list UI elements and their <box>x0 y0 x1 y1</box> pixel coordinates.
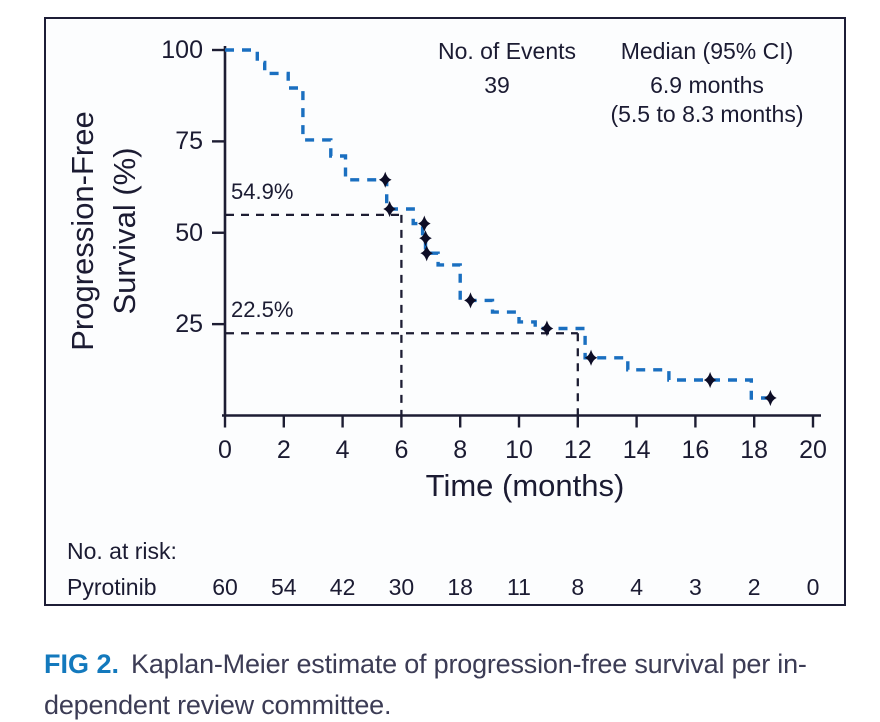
at-risk-count: 60 <box>212 574 238 600</box>
figure-box <box>44 17 846 606</box>
x-tick-label: 18 <box>740 436 769 464</box>
at-risk-count: 8 <box>571 574 585 600</box>
landmark-12mo-label: 22.5% <box>231 297 294 322</box>
y-axis-label: Progression-Free Survival (%) <box>62 111 146 350</box>
y-tick-label: 100 <box>161 36 203 64</box>
y-axis-label-line1: Progression-Free <box>65 111 100 351</box>
x-tick-label: 16 <box>681 436 710 464</box>
at-risk-count: 11 <box>507 574 531 600</box>
median-value: 6.9 months <box>650 72 764 98</box>
censor-mark <box>464 292 477 309</box>
at-risk-count: 2 <box>747 574 761 600</box>
censor-mark <box>378 171 392 188</box>
y-tick-label: 75 <box>175 127 203 156</box>
censor-mark <box>703 371 717 389</box>
censor-mark <box>584 349 598 366</box>
censor-mark <box>420 245 434 262</box>
at-risk-group-label: Pyrotinib <box>67 574 157 600</box>
censor-mark <box>540 320 554 337</box>
censor-mark <box>383 200 396 218</box>
at-risk-count: 18 <box>447 574 473 600</box>
x-tick-label: 14 <box>622 436 651 464</box>
censor-mark <box>419 230 432 247</box>
x-tick-label: 0 <box>218 436 232 464</box>
x-tick-label: 12 <box>563 436 592 464</box>
x-tick-label: 4 <box>335 436 350 464</box>
censor-mark <box>417 215 431 232</box>
events-value: 39 <box>484 72 510 98</box>
median-header: Median (95% CI) <box>620 38 794 64</box>
x-tick-label: 10 <box>505 436 533 464</box>
caption-text-1: Kaplan-Meier estimate of progression-fre… <box>131 649 807 679</box>
y-tick-label: 25 <box>175 310 203 339</box>
at-risk-count: 4 <box>630 574 643 600</box>
x-tick-label: 6 <box>394 436 409 464</box>
events-header: No. of Events <box>437 38 577 64</box>
caption-text-2: dependent review committee. <box>44 690 392 720</box>
x-axis-title: Time (months) <box>425 468 625 503</box>
at-risk-count: 42 <box>329 574 356 600</box>
caption-line-1: FIG 2. Kaplan-Meier estimate of progressi… <box>44 644 856 685</box>
at-risk-count: 3 <box>688 574 702 600</box>
x-tick-label: 20 <box>799 436 827 464</box>
y-axis-label-line2: Survival (%) <box>107 147 142 315</box>
x-tick-label: 2 <box>276 436 291 464</box>
at-risk-count: 30 <box>388 574 415 600</box>
at-risk-count: 54 <box>271 574 297 600</box>
figure-tag: FIG 2. <box>44 649 120 679</box>
figure-caption: FIG 2. Kaplan-Meier estimate of progressi… <box>44 644 856 722</box>
at-risk-count: 0 <box>806 574 820 600</box>
median-ci: (5.5 to 8.3 months) <box>610 101 804 127</box>
landmark-6mo-label: 54.9% <box>231 179 294 204</box>
at-risk-header: No. at risk: <box>67 538 177 564</box>
censor-mark <box>764 389 777 407</box>
x-tick-label: 8 <box>453 436 468 464</box>
y-tick-label: 50 <box>175 218 203 247</box>
